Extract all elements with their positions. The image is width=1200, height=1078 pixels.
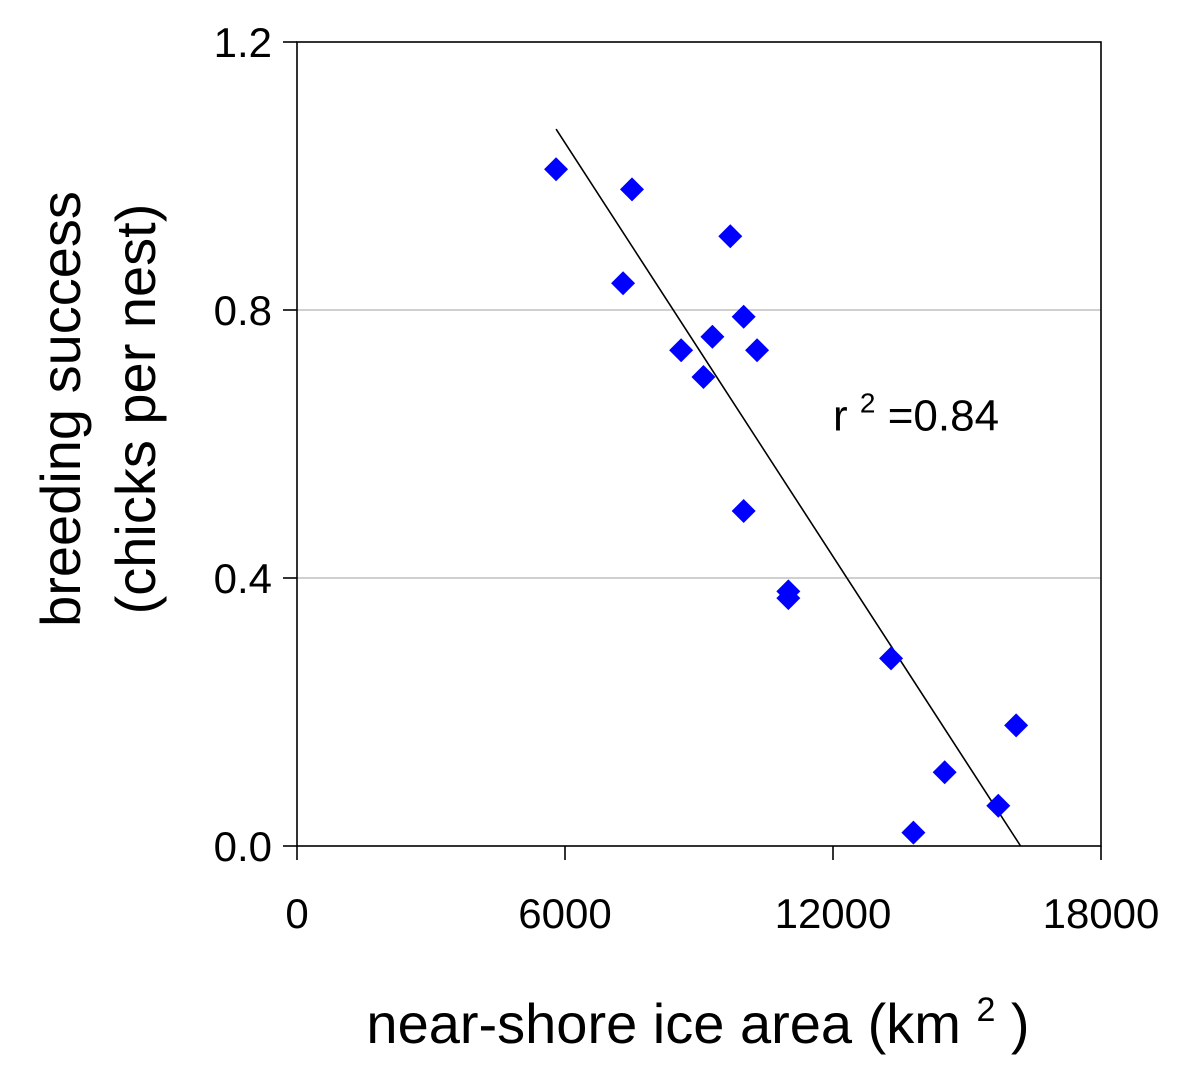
y-axis-title: breeding success (chicks per nest) (29, 191, 167, 627)
data-point-5 (669, 338, 694, 363)
annotation-base: r (833, 392, 848, 441)
data-points-layer (544, 157, 1029, 845)
data-point-4 (731, 304, 756, 329)
x-axis-title-superscript: 2 (976, 991, 995, 1029)
x-tick-label-3: 18000 (1043, 890, 1160, 937)
x-tick-label-1: 6000 (518, 890, 611, 937)
grid-layer (297, 309, 1101, 579)
plot-frame (296, 41, 1102, 847)
data-point-6 (700, 324, 725, 349)
y-axis-title-line1: breeding success (29, 191, 92, 627)
data-point-11 (776, 586, 801, 611)
data-point-1 (620, 177, 644, 202)
x-axis-title-suffix: ) (1011, 992, 1030, 1055)
axes-layer: 0 6000 12000 18000 0.0 0.4 0.8 1.2 (214, 19, 1160, 937)
data-point-9 (731, 499, 756, 523)
trendline-layer (555, 128, 1022, 847)
y-tick-label-1: 0.4 (214, 555, 272, 602)
data-point-0 (544, 157, 569, 182)
data-point-8 (691, 365, 716, 389)
x-axis-title: near-shore ice area (km 2 ) (366, 970, 1029, 1055)
data-point-15 (986, 793, 1011, 818)
annotation-superscript: 2 (860, 388, 876, 419)
y-axis-title-line2: (chicks per nest) (104, 204, 167, 615)
data-point-14 (932, 760, 957, 785)
y-tick-label-0: 0.0 (214, 823, 272, 870)
data-point-16 (901, 820, 926, 845)
data-point-2 (611, 271, 636, 296)
r-squared-annotation: r 2 =0.84 (833, 374, 999, 441)
y-tick-label-2: 0.8 (214, 287, 272, 334)
regression-line (555, 128, 1022, 847)
y-tick-label-3: 1.2 (214, 19, 272, 66)
data-point-3 (718, 224, 743, 249)
annotation-suffix: =0.84 (888, 392, 999, 441)
x-tick-label-0: 0 (285, 890, 308, 937)
x-tick-label-2: 12000 (775, 890, 892, 937)
data-point-12 (879, 646, 904, 671)
data-point-7 (745, 338, 770, 363)
x-axis-title-text: near-shore ice area (km (366, 992, 960, 1055)
data-point-13 (1004, 713, 1029, 738)
